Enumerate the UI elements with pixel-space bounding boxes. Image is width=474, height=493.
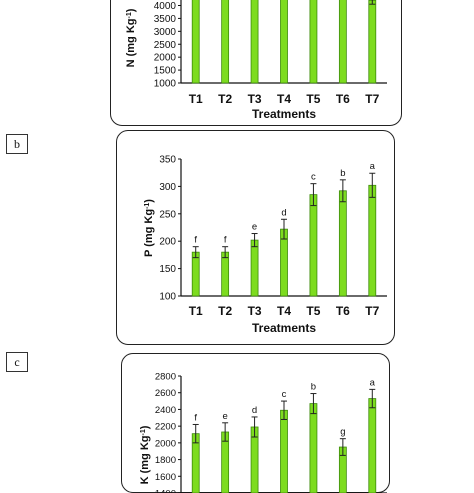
n-bar — [369, 0, 376, 83]
k-y-tick-label: 1600 — [155, 472, 176, 483]
p-significance-letter: f — [224, 235, 227, 246]
p-y-tick-label: 250 — [159, 209, 176, 220]
p-y-axis-label: P (mg Kg-1) — [143, 199, 155, 257]
n-y-tick-label: 1500 — [154, 66, 177, 77]
n-x-axis-label: Treatments — [252, 107, 316, 121]
k-y-tick-label: 1400 — [155, 489, 176, 493]
n-y-tick-label: 1000 — [154, 79, 177, 90]
n-category-label: T3 — [248, 92, 262, 106]
p-category-label: T7 — [365, 304, 379, 318]
k-significance-letter: e — [222, 411, 227, 422]
n-category-label: T4 — [277, 92, 291, 106]
n-bar — [281, 0, 288, 83]
k-significance-letter: d — [252, 405, 257, 416]
k-y-tick-label: 2200 — [155, 422, 176, 433]
p-category-label: T2 — [218, 304, 232, 318]
p-bar — [251, 240, 258, 296]
p-y-tick-label: 350 — [159, 155, 176, 166]
p-significance-letter: d — [281, 207, 286, 218]
k-significance-letter: b — [311, 382, 316, 393]
k-bar — [281, 410, 288, 493]
p-significance-letter: f — [194, 235, 197, 246]
p-significance-letter: a — [370, 161, 376, 172]
p-category-label: T5 — [306, 304, 320, 318]
k-bar — [310, 404, 317, 493]
n-category-label: T7 — [365, 92, 379, 106]
p-category-label: T1 — [189, 304, 203, 318]
p-bar — [310, 195, 317, 296]
k-significance-letter: f — [194, 412, 197, 423]
p-y-tick-label: 100 — [159, 292, 176, 303]
p-category-label: T6 — [336, 304, 350, 318]
k-y-tick-label: 2400 — [155, 405, 176, 416]
n-bar — [310, 0, 317, 83]
n-y-axis-label: N (mg Kg-1) — [125, 8, 137, 67]
n-bar — [251, 0, 258, 83]
p-y-tick-label: 300 — [159, 182, 176, 193]
p-bar — [192, 252, 199, 296]
n-y-tick-label: 2500 — [154, 40, 177, 51]
n-category-label: T2 — [218, 92, 232, 106]
n-bar — [222, 0, 229, 83]
p-x-axis-label: Treatments — [252, 321, 316, 335]
n-category-label: T1 — [189, 92, 203, 106]
charts-canvas: 1000 1500 2000 2500 3000 3500 4000 T1 T2 T3 T4 T5 T6… — [0, 0, 474, 474]
k-y-tick-label: 2600 — [155, 388, 176, 399]
k-y-tick-label: 1800 — [155, 455, 176, 466]
n-bar — [339, 0, 346, 83]
n-y-tick-label: 4000 — [154, 1, 177, 12]
n-y-tick-label: 3000 — [154, 27, 177, 38]
p-category-label: T3 — [248, 304, 262, 318]
n-bar — [192, 0, 199, 83]
k-significance-letter: g — [340, 427, 345, 438]
p-significance-letter: b — [340, 168, 345, 179]
k-bar — [369, 399, 376, 493]
n-y-tick-label: 3500 — [154, 14, 177, 25]
n-category-label: T5 — [306, 92, 320, 106]
p-bar — [339, 191, 346, 296]
k-significance-letter: a — [370, 377, 376, 388]
n-category-label: T6 — [336, 92, 350, 106]
n-y-tick-label: 2000 — [154, 53, 177, 64]
p-category-label: T4 — [277, 304, 291, 318]
p-significance-letter: c — [311, 172, 316, 183]
k-y-tick-label: 2800 — [155, 372, 176, 383]
p-bar — [222, 252, 229, 296]
p-y-tick-label: 200 — [159, 237, 176, 248]
k-significance-letter: c — [282, 389, 287, 400]
p-y-tick-label: 150 — [159, 264, 176, 275]
p-bar — [369, 185, 376, 296]
k-y-axis-label: K (mg Kg-1) — [139, 425, 151, 484]
p-significance-letter: e — [252, 222, 257, 233]
k-y-tick-label: 2000 — [155, 438, 176, 449]
